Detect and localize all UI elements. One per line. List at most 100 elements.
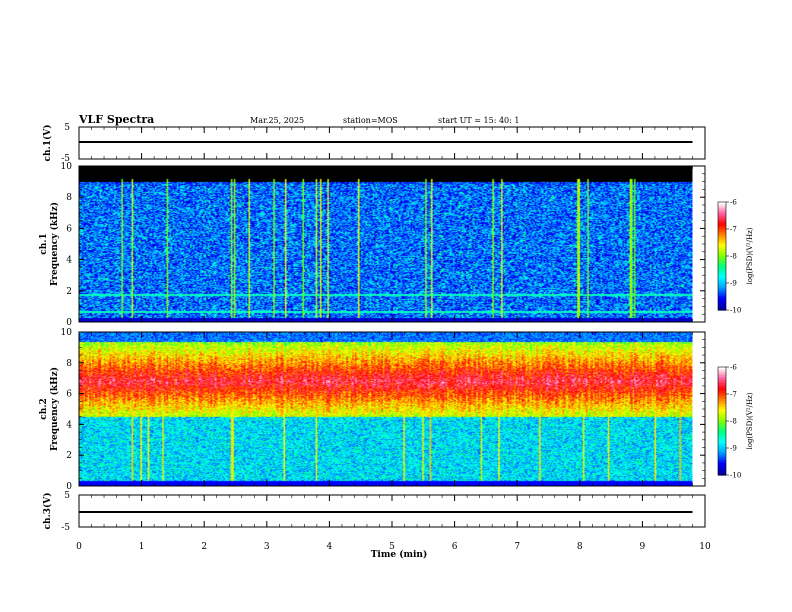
ch1-colorbar: -6 -7 -8 -9 -10 log(PSD)(V²/Hz)	[717, 199, 754, 315]
colorbar-swatch	[718, 409, 726, 412]
ch3-ytick-bottom: -5	[61, 523, 70, 533]
colorbar-swatch	[718, 393, 726, 396]
colorbar-swatch	[718, 435, 726, 438]
colorbar-swatch	[718, 204, 726, 207]
colorbar-tick-label: -8	[730, 253, 737, 261]
colorbar-swatch	[718, 246, 726, 249]
colorbar-swatch	[718, 252, 726, 255]
colorbar-swatch	[718, 280, 726, 283]
colorbar-swatch	[718, 465, 726, 468]
time-tick-label: 2	[201, 542, 207, 552]
time-tick-label: 9	[640, 542, 646, 552]
colorbar-swatch	[718, 421, 726, 424]
ch2-spectrogram-panel: 0 2 4 6 8 10 ch.2 Frequency (kHz)	[39, 328, 706, 492]
freq-tick-label: 2	[66, 451, 72, 461]
ch3-voltage-panel: 5 -5 ch.3(V) 0 1 2 3 4 5 6 7 8 9 10 Time (min)	[42, 491, 711, 560]
start-time-label: start UT = 15: 40: 1	[438, 116, 519, 125]
colorbar-swatch	[718, 445, 726, 448]
colorbar-tick-label: -9	[730, 445, 737, 453]
date-label: Mar.25, 2025	[250, 116, 304, 125]
colorbar-swatch	[718, 202, 726, 205]
colorbar-tick-label: -7	[730, 391, 737, 399]
colorbar-swatch	[718, 473, 726, 476]
chart-title: VLF Spectra	[78, 113, 154, 126]
freq-tick-label: 4	[66, 420, 72, 430]
colorbar-tick-label: -6	[730, 364, 737, 372]
colorbar-swatch	[718, 401, 726, 404]
colorbar-swatch	[718, 471, 726, 474]
freq-tick-label: 10	[61, 162, 73, 172]
colorbar-swatch	[718, 459, 726, 462]
colorbar-swatch	[718, 298, 726, 301]
colorbar-label: log(PSD)(V²/Hz)	[746, 392, 754, 449]
colorbar-swatch	[718, 373, 726, 376]
ch1-ylabel-line2: Frequency (kHz)	[49, 202, 60, 286]
freq-tick-label: 8	[66, 193, 72, 203]
colorbar-swatch	[718, 240, 726, 243]
colorbar-swatch	[718, 222, 726, 225]
colorbar-swatch	[718, 385, 726, 388]
station-label: station=MOS	[343, 116, 398, 125]
x-minor-ticks	[78, 127, 706, 527]
colorbar-tick-label: -9	[730, 280, 737, 288]
colorbar-swatch	[718, 224, 726, 227]
ch3-ytick-top: 5	[64, 491, 70, 501]
colorbar-swatch	[718, 387, 726, 390]
time-tick-label: 6	[452, 542, 458, 552]
colorbar-swatch	[718, 389, 726, 392]
colorbar-swatch	[718, 300, 726, 303]
colorbar-swatch	[718, 425, 726, 428]
colorbar-tick-label: -7	[730, 226, 737, 234]
time-tick-label: 8	[577, 542, 583, 552]
colorbar-tick-label: -8	[730, 418, 737, 426]
colorbar-swatch	[718, 367, 726, 370]
colorbar-tick-label: -6	[730, 199, 737, 207]
colorbar-swatch	[718, 431, 726, 434]
time-tick-label: 4	[327, 542, 333, 552]
ch1-ylabel-line1: ch.1	[39, 233, 49, 254]
colorbar-swatch	[718, 288, 726, 291]
time-tick-label: 7	[514, 542, 520, 552]
colorbar-swatch	[718, 294, 726, 297]
colorbar-tick-label: -10	[730, 472, 741, 480]
colorbar-swatch	[718, 377, 726, 380]
colorbar-swatch	[718, 220, 726, 223]
colorbar-swatch	[718, 218, 726, 221]
colorbar-swatch	[718, 248, 726, 251]
colorbar-swatch	[718, 296, 726, 299]
colorbar-swatch	[718, 210, 726, 213]
colorbar-swatch	[718, 381, 726, 384]
freq-tick-label: 0	[66, 482, 72, 492]
freq-tick-label: 8	[66, 359, 72, 369]
ch1-ytick-bottom: -5	[61, 154, 70, 164]
ch2-spectrogram-image	[79, 332, 693, 486]
time-tick-label: 3	[264, 542, 270, 552]
colorbar-swatch	[718, 379, 726, 382]
colorbar-tick-label: -10	[730, 307, 741, 315]
colorbar-swatch	[718, 306, 726, 309]
colorbar-swatch	[718, 411, 726, 414]
colorbar-swatch	[718, 232, 726, 235]
colorbar-swatch	[718, 451, 726, 454]
colorbar-swatch	[718, 449, 726, 452]
colorbar-swatch	[718, 403, 726, 406]
colorbar-swatch	[718, 234, 726, 237]
ch2-freq-ylabel: Frequency (kHz)	[49, 367, 60, 451]
colorbar-swatch	[718, 413, 726, 416]
colorbar-swatch	[718, 254, 726, 257]
time-tick-label: 10	[699, 542, 711, 552]
colorbar-swatch	[718, 433, 726, 436]
colorbar-swatch	[718, 266, 726, 269]
colorbar-swatch	[718, 443, 726, 446]
freq-tick-label: 6	[66, 224, 72, 234]
colorbar-swatch	[718, 419, 726, 422]
ch1-channel-label: ch.1	[39, 233, 49, 254]
colorbar-swatch	[718, 260, 726, 263]
colorbar-swatch	[718, 236, 726, 239]
colorbar-swatch	[718, 467, 726, 470]
colorbar-swatch	[718, 415, 726, 418]
colorbar-swatch	[718, 274, 726, 277]
ch1-freq-ticks: 0 2 4 6 8 10	[61, 162, 705, 328]
colorbar-swatch	[718, 463, 726, 466]
